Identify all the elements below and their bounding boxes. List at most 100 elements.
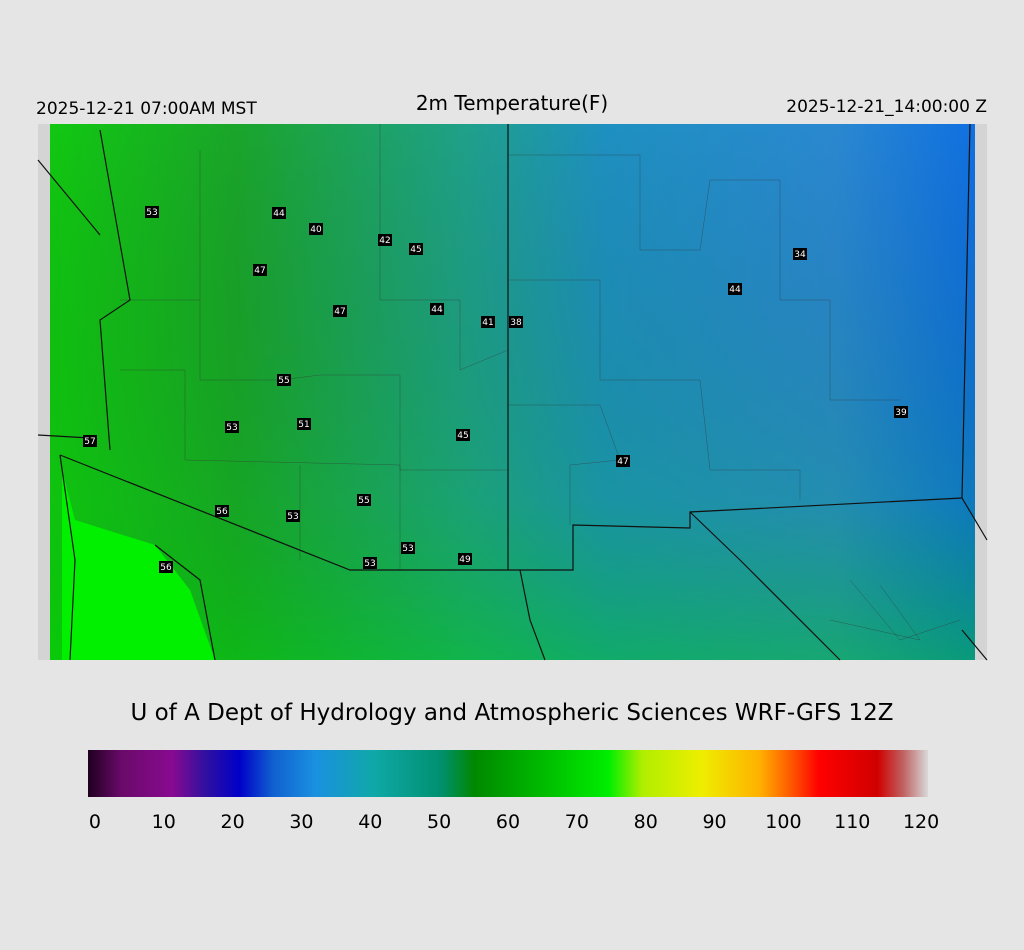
station-box xyxy=(309,223,323,235)
station: 55 xyxy=(357,494,371,506)
station-box xyxy=(333,305,347,317)
colorbar-tick-label: 0 xyxy=(89,811,101,833)
station-box xyxy=(509,316,523,328)
station: 39 xyxy=(894,406,908,418)
station-value: 47 xyxy=(254,266,265,276)
station-value: 53 xyxy=(287,512,298,522)
station: 57 xyxy=(83,435,97,447)
station-value: 44 xyxy=(729,285,741,295)
station: 45 xyxy=(456,429,470,441)
credit: U of A Dept of Hydrology and Atmospheric… xyxy=(130,700,893,726)
station-box xyxy=(481,316,495,328)
station-box xyxy=(430,303,444,315)
station-box xyxy=(456,429,470,441)
colorbar-tick-label: 80 xyxy=(634,811,658,833)
station-box xyxy=(286,510,300,522)
station-value: 53 xyxy=(146,208,157,218)
station: 53 xyxy=(401,542,415,554)
colorbar-tick-label: 10 xyxy=(152,811,176,833)
station: 47 xyxy=(253,264,267,276)
colorbar-tick-label: 60 xyxy=(496,811,520,833)
station-value: 49 xyxy=(459,555,471,565)
station-box xyxy=(728,283,742,295)
colorbar-tick-label: 20 xyxy=(220,811,244,833)
station-value: 53 xyxy=(226,423,237,433)
station: 55 xyxy=(277,374,291,386)
station: 49 xyxy=(458,553,472,565)
station-box xyxy=(253,264,267,276)
station: 47 xyxy=(616,455,630,467)
map: 53 44 40 42 45 47 34 44 47 44 41 38 55 39 53 51 57 45 47 55… xyxy=(37,123,988,661)
station-box xyxy=(458,553,472,565)
station-box xyxy=(793,248,807,260)
station-value: 51 xyxy=(298,420,309,430)
valid-time-local: 2025-12-21 07:00AM MST xyxy=(36,99,257,119)
station: 44 xyxy=(272,207,286,219)
stations: 53 44 40 42 45 47 34 44 47 44 41 38 55 39 53 51 57 45 47 55… xyxy=(83,206,908,573)
station-value: 34 xyxy=(794,250,806,260)
station-box xyxy=(277,374,291,386)
station: 53 xyxy=(286,510,300,522)
valid-time-utc: 2025-12-21_14:00:00 Z xyxy=(786,97,987,117)
colorbar-tick-label: 90 xyxy=(702,811,726,833)
station: 44 xyxy=(430,303,444,315)
colorbar-tick-label: 100 xyxy=(765,811,801,833)
station-box xyxy=(894,406,908,418)
station-value: 45 xyxy=(410,245,421,255)
station-value: 53 xyxy=(364,559,375,569)
colorbar-tick-label: 30 xyxy=(289,811,313,833)
station-box xyxy=(616,455,630,467)
colorbar-tick-label: 40 xyxy=(358,811,382,833)
station: 47 xyxy=(333,305,347,317)
colorbar-tick-label: 70 xyxy=(565,811,589,833)
station: 56 xyxy=(159,561,173,573)
station-value: 57 xyxy=(84,437,95,447)
station-value: 56 xyxy=(160,563,172,573)
station-box xyxy=(363,557,377,569)
station: 53 xyxy=(225,421,239,433)
temperature-shading xyxy=(50,124,975,660)
station: 53 xyxy=(145,206,159,218)
station-value: 55 xyxy=(358,496,369,506)
station-value: 47 xyxy=(334,307,345,317)
map-title: 2m Temperature(F) xyxy=(416,91,608,115)
station-box xyxy=(83,435,97,447)
station-value: 44 xyxy=(273,209,285,219)
station: 51 xyxy=(297,418,311,430)
station-value: 55 xyxy=(278,376,289,386)
station-value: 44 xyxy=(431,305,443,315)
station-box xyxy=(145,206,159,218)
station-box xyxy=(215,505,229,517)
station: 53 xyxy=(363,557,377,569)
station-value: 38 xyxy=(510,318,522,328)
station-value: 41 xyxy=(482,318,493,328)
station: 44 xyxy=(728,283,742,295)
station: 41 xyxy=(481,316,495,328)
colorbar-ramp xyxy=(88,750,928,797)
warm-area xyxy=(62,470,215,660)
colorbar: 0 10 20 30 40 50 60 70 80 90 100 110 120 xyxy=(88,750,939,833)
station-box xyxy=(272,207,286,219)
station-value: 39 xyxy=(895,408,907,418)
station-value: 45 xyxy=(457,431,468,441)
station: 56 xyxy=(215,505,229,517)
station-box xyxy=(378,234,392,246)
station-box xyxy=(225,421,239,433)
station-box xyxy=(409,243,423,255)
station-value: 40 xyxy=(310,225,322,235)
station-box xyxy=(357,494,371,506)
colorbar-tick-label: 120 xyxy=(903,811,939,833)
station: 42 xyxy=(378,234,392,246)
state-borders xyxy=(37,123,988,661)
station-value: 47 xyxy=(617,457,628,467)
station-box xyxy=(159,561,173,573)
station-box xyxy=(401,542,415,554)
colorbar-tick-label: 110 xyxy=(834,811,870,833)
colorbar-tick-label: 50 xyxy=(427,811,451,833)
station: 40 xyxy=(309,223,323,235)
station-value: 53 xyxy=(402,544,413,554)
station-box xyxy=(297,418,311,430)
station: 38 xyxy=(509,316,523,328)
station: 45 xyxy=(409,243,423,255)
